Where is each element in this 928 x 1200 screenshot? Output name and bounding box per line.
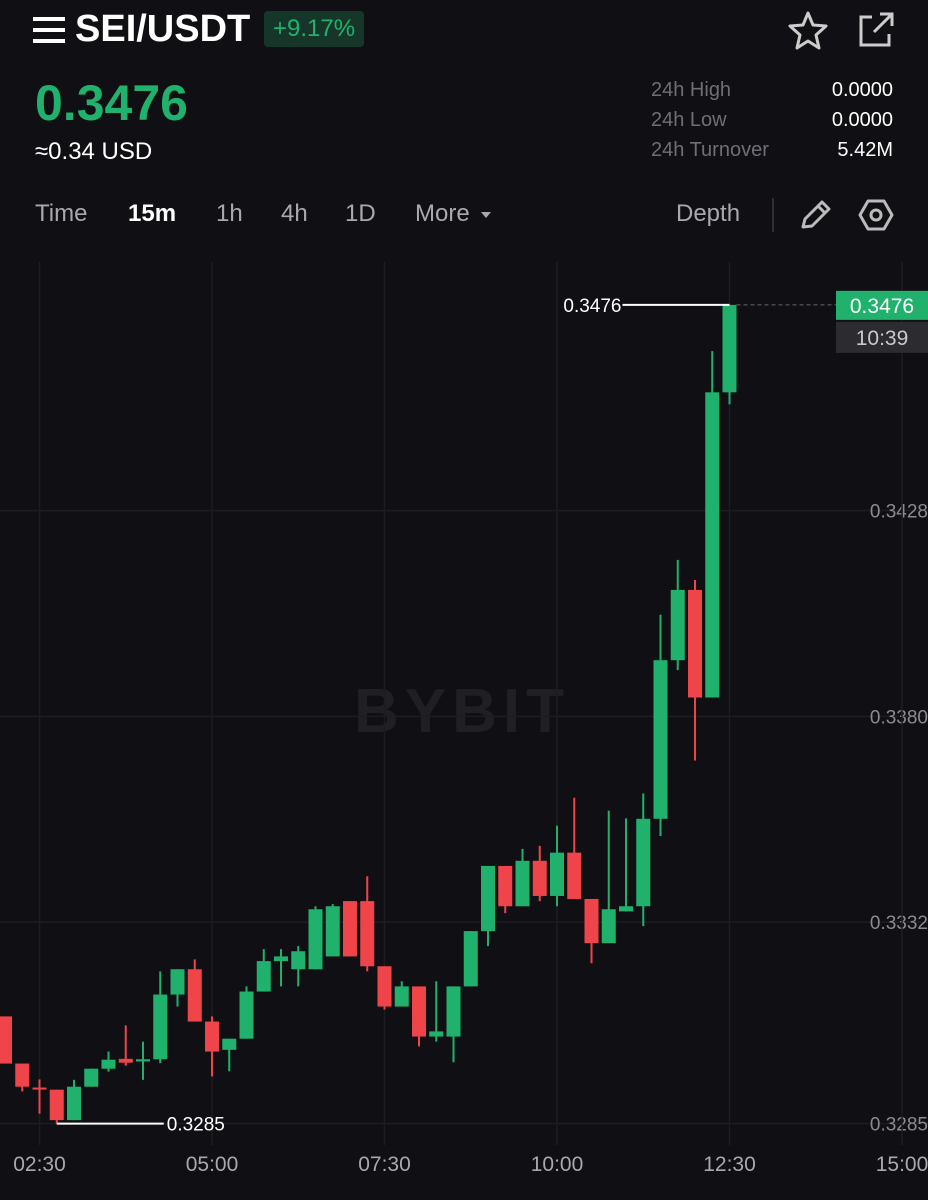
candle-body — [360, 901, 375, 967]
candle-body — [498, 865, 513, 907]
menu-icon[interactable] — [33, 15, 67, 45]
candle-body — [532, 860, 547, 896]
stat-label: 24h High — [651, 79, 732, 101]
candle-body — [291, 951, 306, 970]
settings-icon[interactable] — [858, 198, 894, 234]
candle-body — [412, 986, 426, 1037]
candle-body — [101, 1059, 116, 1069]
y-tick-label: 0.3285 — [870, 1115, 928, 1136]
timeframe-tab[interactable]: Time — [35, 200, 88, 227]
candle-body — [722, 304, 737, 393]
x-tick-label: 05:00 — [186, 1153, 239, 1176]
candle-body — [308, 909, 323, 970]
high-marker-label: 0.3476 — [563, 296, 621, 317]
x-tick-label: 02:30 — [13, 1153, 66, 1176]
candle-body — [343, 901, 357, 957]
candle-body — [84, 1068, 99, 1087]
candle-body — [653, 660, 668, 819]
x-tick-label: 15:00 — [876, 1153, 928, 1176]
candle-body — [636, 818, 651, 907]
fiat-price: ≈0.34 USD — [35, 138, 153, 165]
countdown-tag — [836, 321, 928, 353]
change: +9.17% — [264, 11, 365, 47]
candle-body — [49, 1089, 64, 1121]
candle-body — [601, 909, 616, 944]
stat-label: 24h Low — [651, 109, 727, 131]
candle-body — [394, 986, 409, 1007]
candle-body — [170, 969, 185, 995]
candle-body — [688, 589, 702, 698]
pair: SEI/USDT — [75, 8, 251, 50]
dropdown-arrow — [481, 212, 491, 218]
countdown-label: 10:39 — [856, 327, 909, 350]
timeframe-tab[interactable]: 15m — [128, 200, 177, 227]
depth-tab[interactable]: Depth — [676, 200, 741, 227]
last-price-label: 0.3476 — [850, 295, 914, 318]
candle-body — [239, 991, 254, 1039]
y-tick-label: 0.3332 — [870, 913, 928, 934]
y-tick-label: 0.3380 — [870, 707, 928, 728]
candle-body — [222, 1038, 237, 1050]
candle-body — [274, 956, 288, 962]
x-tick-label: 07:30 — [358, 1153, 411, 1176]
timeframe-tab[interactable]: 1D — [345, 200, 376, 227]
candle-body — [67, 1086, 81, 1121]
y-tick-label: 0.3428 — [870, 502, 928, 523]
low-marker-label: 0.3285 — [167, 1115, 225, 1136]
candle-body — [567, 852, 582, 899]
timeframe-tab[interactable]: 1h — [216, 200, 243, 227]
star-icon[interactable] — [787, 10, 829, 50]
candle-body — [0, 1016, 12, 1064]
candle-body — [15, 1063, 30, 1087]
timeframe-tab[interactable]: More — [415, 200, 470, 227]
candle-body — [670, 589, 685, 661]
last-price-tag — [836, 290, 928, 320]
candle-body — [153, 994, 168, 1060]
candle-body — [584, 898, 599, 944]
candle-body — [32, 1087, 47, 1090]
candle-body — [118, 1058, 133, 1063]
timeframe-tab[interactable]: 4h — [281, 200, 308, 227]
share-icon[interactable] — [856, 10, 898, 50]
last-price: 0.3476 — [35, 75, 188, 131]
candle-body — [515, 860, 530, 907]
candle-body — [256, 961, 271, 992]
pencil-icon[interactable] — [798, 198, 834, 232]
x-tick-label: 12:30 — [703, 1153, 756, 1176]
stat-value: 0.0000 — [831, 109, 893, 131]
watermark: BYBIT — [354, 677, 570, 746]
candle-body — [550, 852, 564, 896]
stat-value: 5.42M — [837, 139, 893, 161]
candle-body — [446, 986, 461, 1037]
candle-body — [377, 966, 392, 1007]
candle-body — [619, 906, 633, 912]
stat-value: 0.0000 — [831, 79, 893, 101]
candle-body — [187, 969, 202, 1022]
candle-body — [136, 1059, 150, 1062]
candle-body — [481, 865, 495, 932]
candle-body — [463, 931, 478, 987]
candle-body — [705, 392, 720, 698]
candle-body — [429, 1031, 444, 1037]
x-tick-label: 10:00 — [531, 1153, 584, 1176]
stat-label: 24h Turnover — [651, 139, 769, 161]
divider — [772, 198, 774, 232]
candle-body — [325, 906, 340, 957]
candle-body — [205, 1021, 219, 1052]
